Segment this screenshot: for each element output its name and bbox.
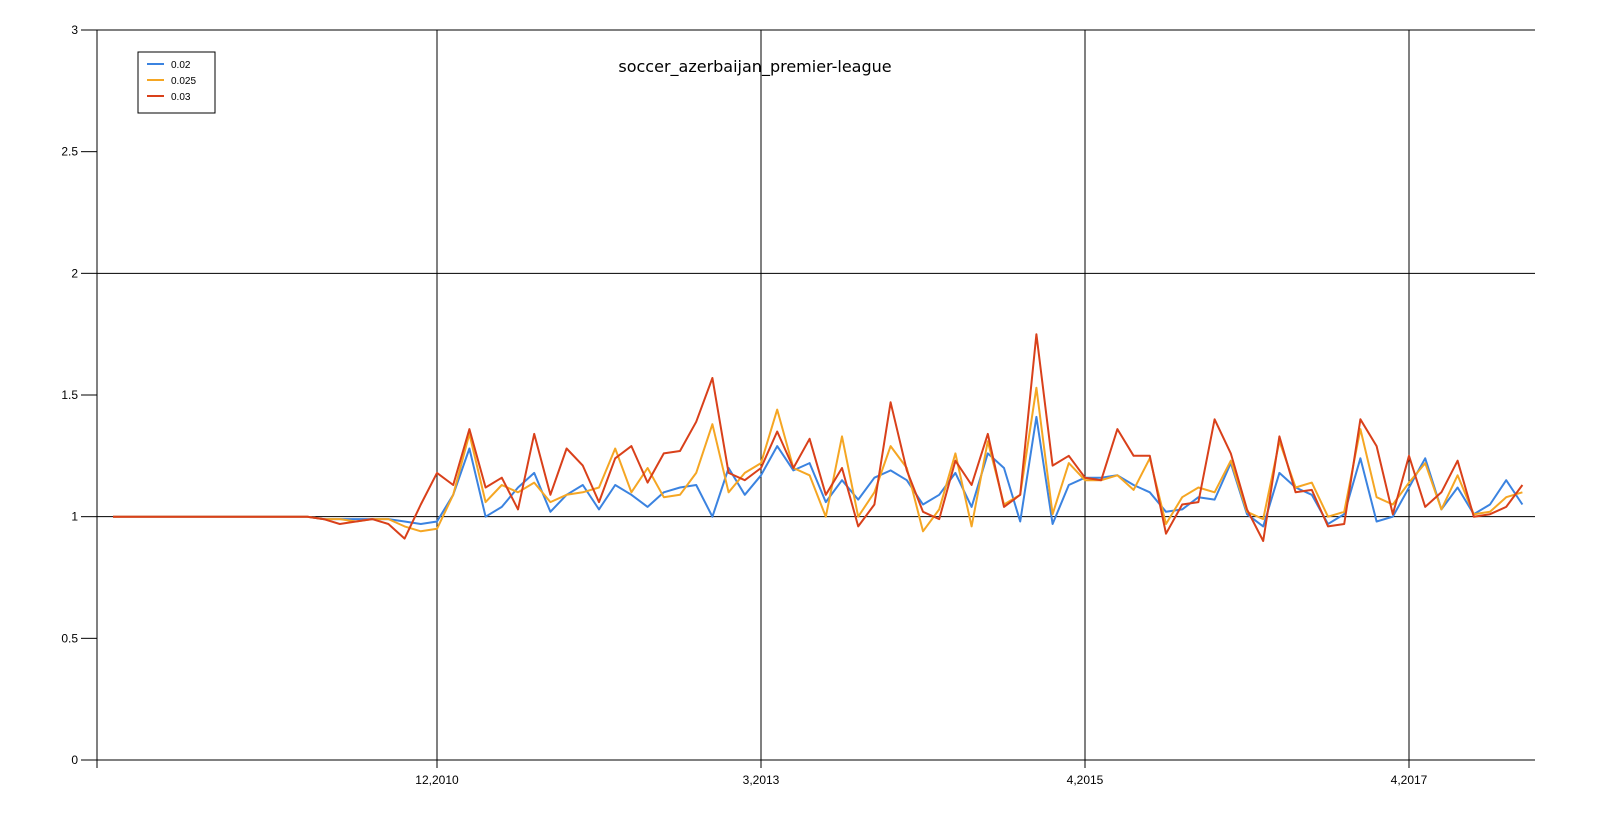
legend-box (137, 51, 216, 114)
chart-title: soccer_azerbaijan_premier-league (618, 57, 891, 77)
x-tick-label: 4,2017 (1391, 773, 1428, 787)
grid-lines (97, 29, 1535, 768)
x-tick-label: 12,2010 (415, 773, 459, 787)
y-tick-label: 2 (71, 266, 78, 280)
y-tick-label: 1 (71, 510, 78, 524)
series-lines (113, 333, 1524, 542)
axes: 0 0.5 1 1.5 2 2.5 3 12,2010 3,2013 4,2015 4,2017 (61, 23, 1535, 787)
series-line-0.02 (113, 415, 1524, 528)
y-tick-label: 3 (71, 23, 78, 37)
legend-label: 0.03 (171, 92, 191, 103)
y-tick-label: 0 (71, 753, 78, 767)
y-tick-label: 2.5 (61, 145, 78, 159)
legend: 0.02 0.025 0.03 (137, 51, 216, 114)
x-tick-label: 3,2013 (743, 773, 780, 787)
series-line-0.03 (113, 333, 1524, 542)
x-tick-label: 4,2015 (1067, 773, 1104, 787)
legend-label: 0.025 (171, 76, 196, 87)
series-line-0.025 (113, 386, 1523, 533)
legend-label: 0.02 (171, 60, 191, 71)
y-tick-label: 0.5 (61, 631, 78, 645)
y-tick-label: 1.5 (61, 388, 78, 402)
